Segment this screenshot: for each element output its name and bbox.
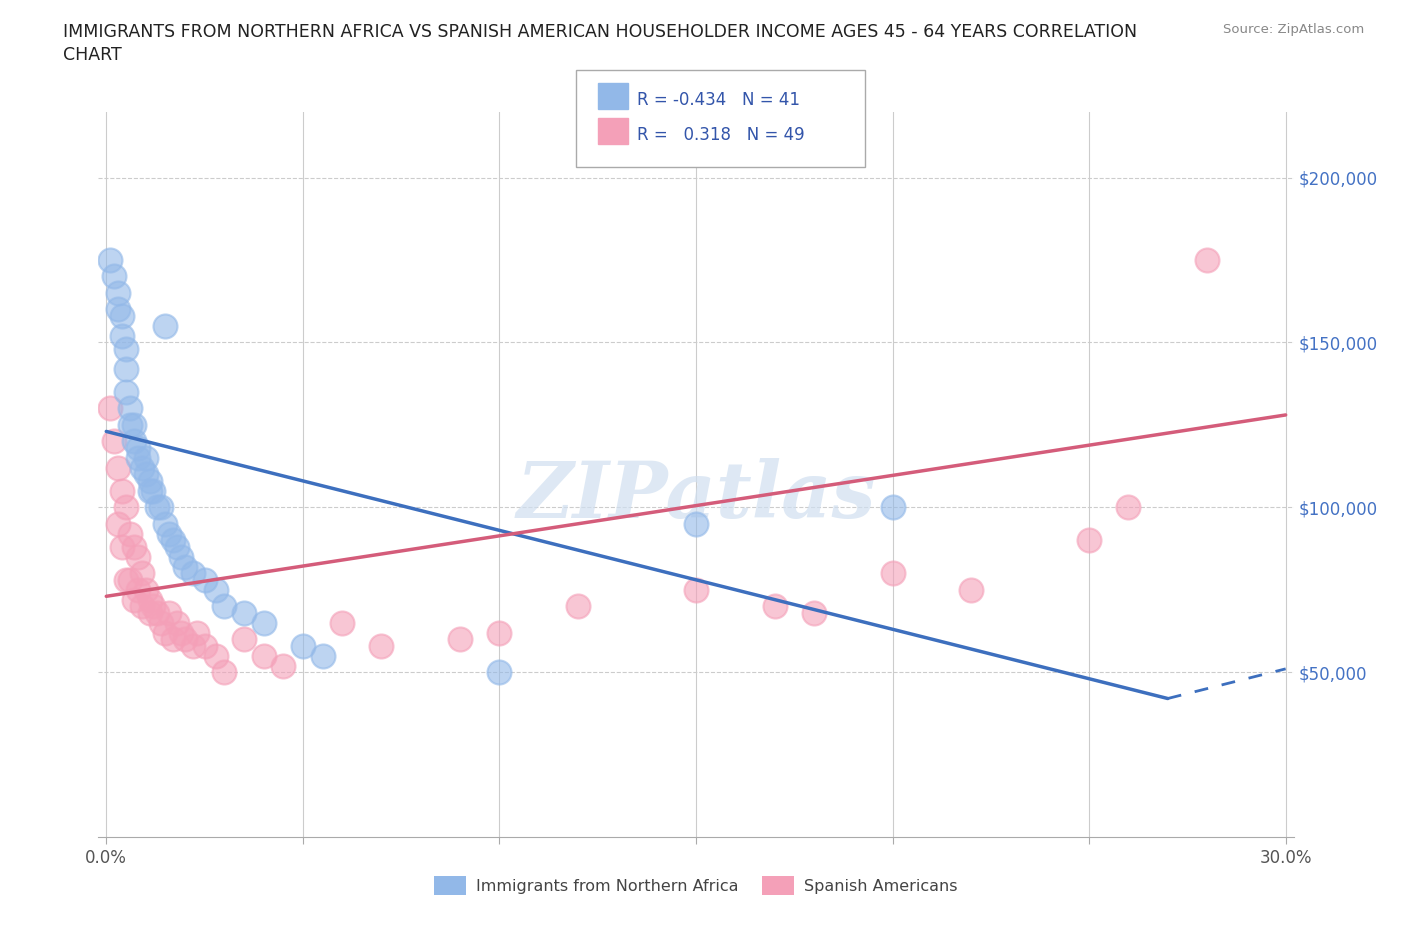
Text: ZIPatlas: ZIPatlas <box>516 458 876 535</box>
Point <box>118 418 141 432</box>
Point <box>150 499 173 514</box>
Point <box>291 638 314 653</box>
Point <box>146 605 169 620</box>
Point <box>271 658 294 673</box>
Point <box>122 434 145 449</box>
Point <box>174 631 197 646</box>
Point <box>311 648 333 663</box>
Point <box>127 441 149 456</box>
Point <box>135 582 157 597</box>
Point <box>212 665 235 680</box>
Point <box>107 302 129 317</box>
Point <box>122 592 145 607</box>
Point <box>111 309 134 324</box>
Point <box>162 533 184 548</box>
Point <box>138 605 160 620</box>
Point <box>138 484 160 498</box>
Point <box>157 605 180 620</box>
Point <box>115 499 138 514</box>
Text: R =   0.318   N = 49: R = 0.318 N = 49 <box>637 126 804 143</box>
Point <box>488 625 510 640</box>
Point <box>181 638 204 653</box>
Point <box>212 599 235 614</box>
Point <box>685 582 707 597</box>
Legend: Immigrants from Northern Africa, Spanish Americans: Immigrants from Northern Africa, Spanish… <box>427 870 965 901</box>
Point <box>131 460 153 475</box>
Point <box>162 631 184 646</box>
Text: CHART: CHART <box>63 46 122 64</box>
Point <box>186 625 208 640</box>
Point <box>142 599 165 614</box>
Point <box>142 484 165 498</box>
Point <box>118 526 141 541</box>
Point <box>138 592 160 607</box>
Point <box>1118 499 1140 514</box>
Point <box>763 599 786 614</box>
Point <box>103 434 125 449</box>
Point <box>98 401 121 416</box>
Point <box>1078 533 1101 548</box>
Point <box>181 565 204 580</box>
Point <box>127 450 149 465</box>
Point <box>155 318 177 333</box>
Point <box>111 328 134 343</box>
Point <box>205 648 228 663</box>
Point <box>193 638 215 653</box>
Point <box>131 565 153 580</box>
Point <box>122 418 145 432</box>
Point <box>118 401 141 416</box>
Text: R = -0.434   N = 41: R = -0.434 N = 41 <box>637 91 800 109</box>
Point <box>155 516 177 531</box>
Point <box>155 625 177 640</box>
Point <box>111 484 134 498</box>
Point <box>232 631 254 646</box>
Point <box>135 467 157 482</box>
Text: Source: ZipAtlas.com: Source: ZipAtlas.com <box>1223 23 1364 36</box>
Point <box>170 625 193 640</box>
Point <box>330 616 353 631</box>
Point <box>170 550 193 565</box>
Point <box>146 499 169 514</box>
Point <box>166 539 188 554</box>
Point <box>567 599 589 614</box>
Point <box>488 665 510 680</box>
Point <box>118 572 141 587</box>
Point <box>107 516 129 531</box>
Point <box>252 616 274 631</box>
Point <box>449 631 471 646</box>
Point <box>115 341 138 356</box>
Point <box>803 605 825 620</box>
Point <box>252 648 274 663</box>
Point <box>115 572 138 587</box>
Point <box>1195 253 1218 268</box>
Point <box>107 460 129 475</box>
Point <box>103 269 125 284</box>
Text: IMMIGRANTS FROM NORTHERN AFRICA VS SPANISH AMERICAN HOUSEHOLDER INCOME AGES 45 -: IMMIGRANTS FROM NORTHERN AFRICA VS SPANI… <box>63 23 1137 41</box>
Point <box>111 539 134 554</box>
Point <box>138 473 160 488</box>
Point <box>122 539 145 554</box>
Point <box>685 516 707 531</box>
Point <box>127 582 149 597</box>
Point <box>193 572 215 587</box>
Point <box>205 582 228 597</box>
Point <box>370 638 392 653</box>
Point <box>174 559 197 574</box>
Point <box>882 565 904 580</box>
Point <box>882 499 904 514</box>
Point <box>127 550 149 565</box>
Point <box>232 605 254 620</box>
Point <box>960 582 983 597</box>
Point <box>157 526 180 541</box>
Point <box>166 616 188 631</box>
Point <box>107 286 129 300</box>
Point <box>131 599 153 614</box>
Point <box>115 362 138 377</box>
Point <box>98 253 121 268</box>
Point <box>150 616 173 631</box>
Point <box>135 450 157 465</box>
Point <box>115 384 138 399</box>
